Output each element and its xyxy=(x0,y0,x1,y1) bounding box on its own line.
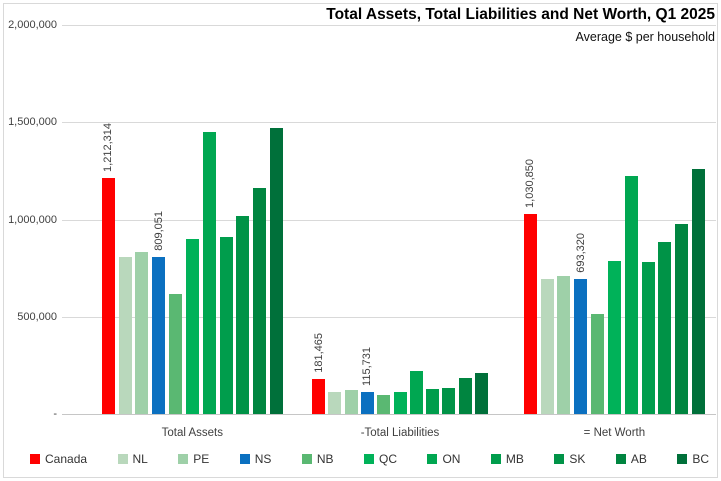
bar-net-worth-canada xyxy=(523,213,537,414)
legend-swatch-mb xyxy=(490,454,501,464)
legend-label-nl: NL xyxy=(132,452,148,466)
bar-net-worth-bc xyxy=(692,168,705,414)
bar-label-total-assets-ns: 809,051 xyxy=(152,210,165,251)
gridline xyxy=(62,219,716,221)
chart-title: Total Assets, Total Liabilities and Net … xyxy=(326,6,715,23)
category-label-total-liabilities: -Total Liabilities xyxy=(360,427,440,439)
gridline xyxy=(62,122,716,124)
legend-label-ns: NS xyxy=(254,452,272,466)
legend-swatch-sk xyxy=(554,454,565,464)
y-axis-tick: 1,500,000 xyxy=(8,116,57,129)
bar-total-assets-mb xyxy=(219,236,233,414)
gridline xyxy=(62,316,716,318)
x-axis-line xyxy=(62,414,716,415)
legend-label-bc: BC xyxy=(692,452,709,466)
bar-label-total-liabilities-canada: 181,465 xyxy=(312,332,325,373)
bar-total-assets-qc xyxy=(185,238,199,414)
bar-net-worth-ns xyxy=(574,279,588,414)
bar-total-liabilities-ab xyxy=(458,378,472,414)
bar-label-total-liabilities-ns: 115,731 xyxy=(361,346,374,386)
bar-total-assets-canada xyxy=(101,178,115,414)
bar-net-worth-nl xyxy=(540,279,554,414)
chart-subtitle: Average $ per household xyxy=(575,30,715,44)
legend-item-ns: NS xyxy=(239,452,272,466)
legend-swatch-canada xyxy=(30,454,40,464)
legend-item-ab: AB xyxy=(615,452,647,466)
bar-total-assets-ab xyxy=(253,188,267,414)
legend-swatch-ab xyxy=(615,454,626,464)
legend-swatch-nl xyxy=(117,454,128,464)
legend-swatch-nb xyxy=(301,454,312,464)
legend-swatch-ns xyxy=(239,454,250,464)
category-label-total-assets: Total Assets xyxy=(161,427,223,439)
legend-label-nb: NB xyxy=(316,452,334,466)
legend-label-pe: PE xyxy=(193,452,210,466)
bar-total-liabilities-nb xyxy=(377,394,391,415)
bar-label-net-worth-canada: 1,030,850 xyxy=(524,158,537,208)
legend-item-mb: MB xyxy=(490,452,524,466)
bar-total-liabilities-ns xyxy=(360,391,374,414)
bar-total-liabilities-on xyxy=(409,370,423,414)
bar-net-worth-nb xyxy=(591,313,604,414)
category-label-net-worth: = Net Worth xyxy=(583,427,646,439)
y-axis-tick: 500,000 xyxy=(17,310,57,323)
bar-total-assets-nb xyxy=(169,294,182,414)
bar-total-assets-ns xyxy=(152,256,166,414)
legend-item-canada: Canada xyxy=(30,452,87,466)
bar-net-worth-ab xyxy=(675,224,689,414)
legend-label-canada: Canada xyxy=(45,452,88,466)
legend-swatch-on xyxy=(427,454,438,464)
bar-total-assets-pe xyxy=(135,251,149,414)
bar-total-assets-on xyxy=(202,132,216,414)
legend-swatch-qc xyxy=(364,454,375,464)
bar-net-worth-mb xyxy=(641,261,655,414)
legend-label-on: ON xyxy=(442,452,461,466)
legend-swatch-bc xyxy=(677,454,688,464)
bar-total-assets-sk xyxy=(236,215,250,414)
bar-net-worth-pe xyxy=(557,275,571,414)
legend-label-mb: MB xyxy=(505,452,524,466)
legend-item-qc: QC xyxy=(364,452,397,466)
bar-label-total-assets-canada: 1,212,314 xyxy=(102,123,115,173)
legend: Canada NL PE NS NB QC ON MB SK AB BC xyxy=(30,450,709,468)
bar-total-assets-nl xyxy=(118,257,132,414)
bar-net-worth-qc xyxy=(607,260,621,414)
legend-swatch-pe xyxy=(178,454,189,464)
y-axis-tick: 2,000,000 xyxy=(8,19,57,31)
bar-total-liabilities-pe xyxy=(344,389,358,414)
bar-total-liabilities-qc xyxy=(393,392,407,414)
bar-total-liabilities-canada xyxy=(312,378,325,414)
legend-item-sk: SK xyxy=(554,452,585,466)
bar-net-worth-sk xyxy=(658,241,672,414)
legend-label-ab: AB xyxy=(630,452,647,466)
bar-net-worth-on xyxy=(624,175,638,414)
legend-label-sk: SK xyxy=(569,452,586,466)
bar-total-liabilities-sk xyxy=(442,388,456,414)
y-axis-tick: 1,000,000 xyxy=(8,213,57,226)
legend-item-nb: NB xyxy=(301,452,334,466)
bar-total-assets-bc xyxy=(270,127,283,414)
legend-item-pe: PE xyxy=(178,452,209,466)
bar-total-liabilities-nl xyxy=(328,392,342,414)
bar-total-liabilities-bc xyxy=(475,373,488,414)
bar-label-net-worth-ns: 693,320 xyxy=(574,233,587,274)
legend-item-bc: BC xyxy=(677,452,709,466)
legend-item-on: ON xyxy=(427,452,460,466)
legend-item-nl: NL xyxy=(117,452,148,466)
y-axis-tick: - xyxy=(53,408,57,420)
bar-total-liabilities-mb xyxy=(426,388,440,414)
gridline xyxy=(62,25,716,26)
legend-label-qc: QC xyxy=(379,452,398,466)
